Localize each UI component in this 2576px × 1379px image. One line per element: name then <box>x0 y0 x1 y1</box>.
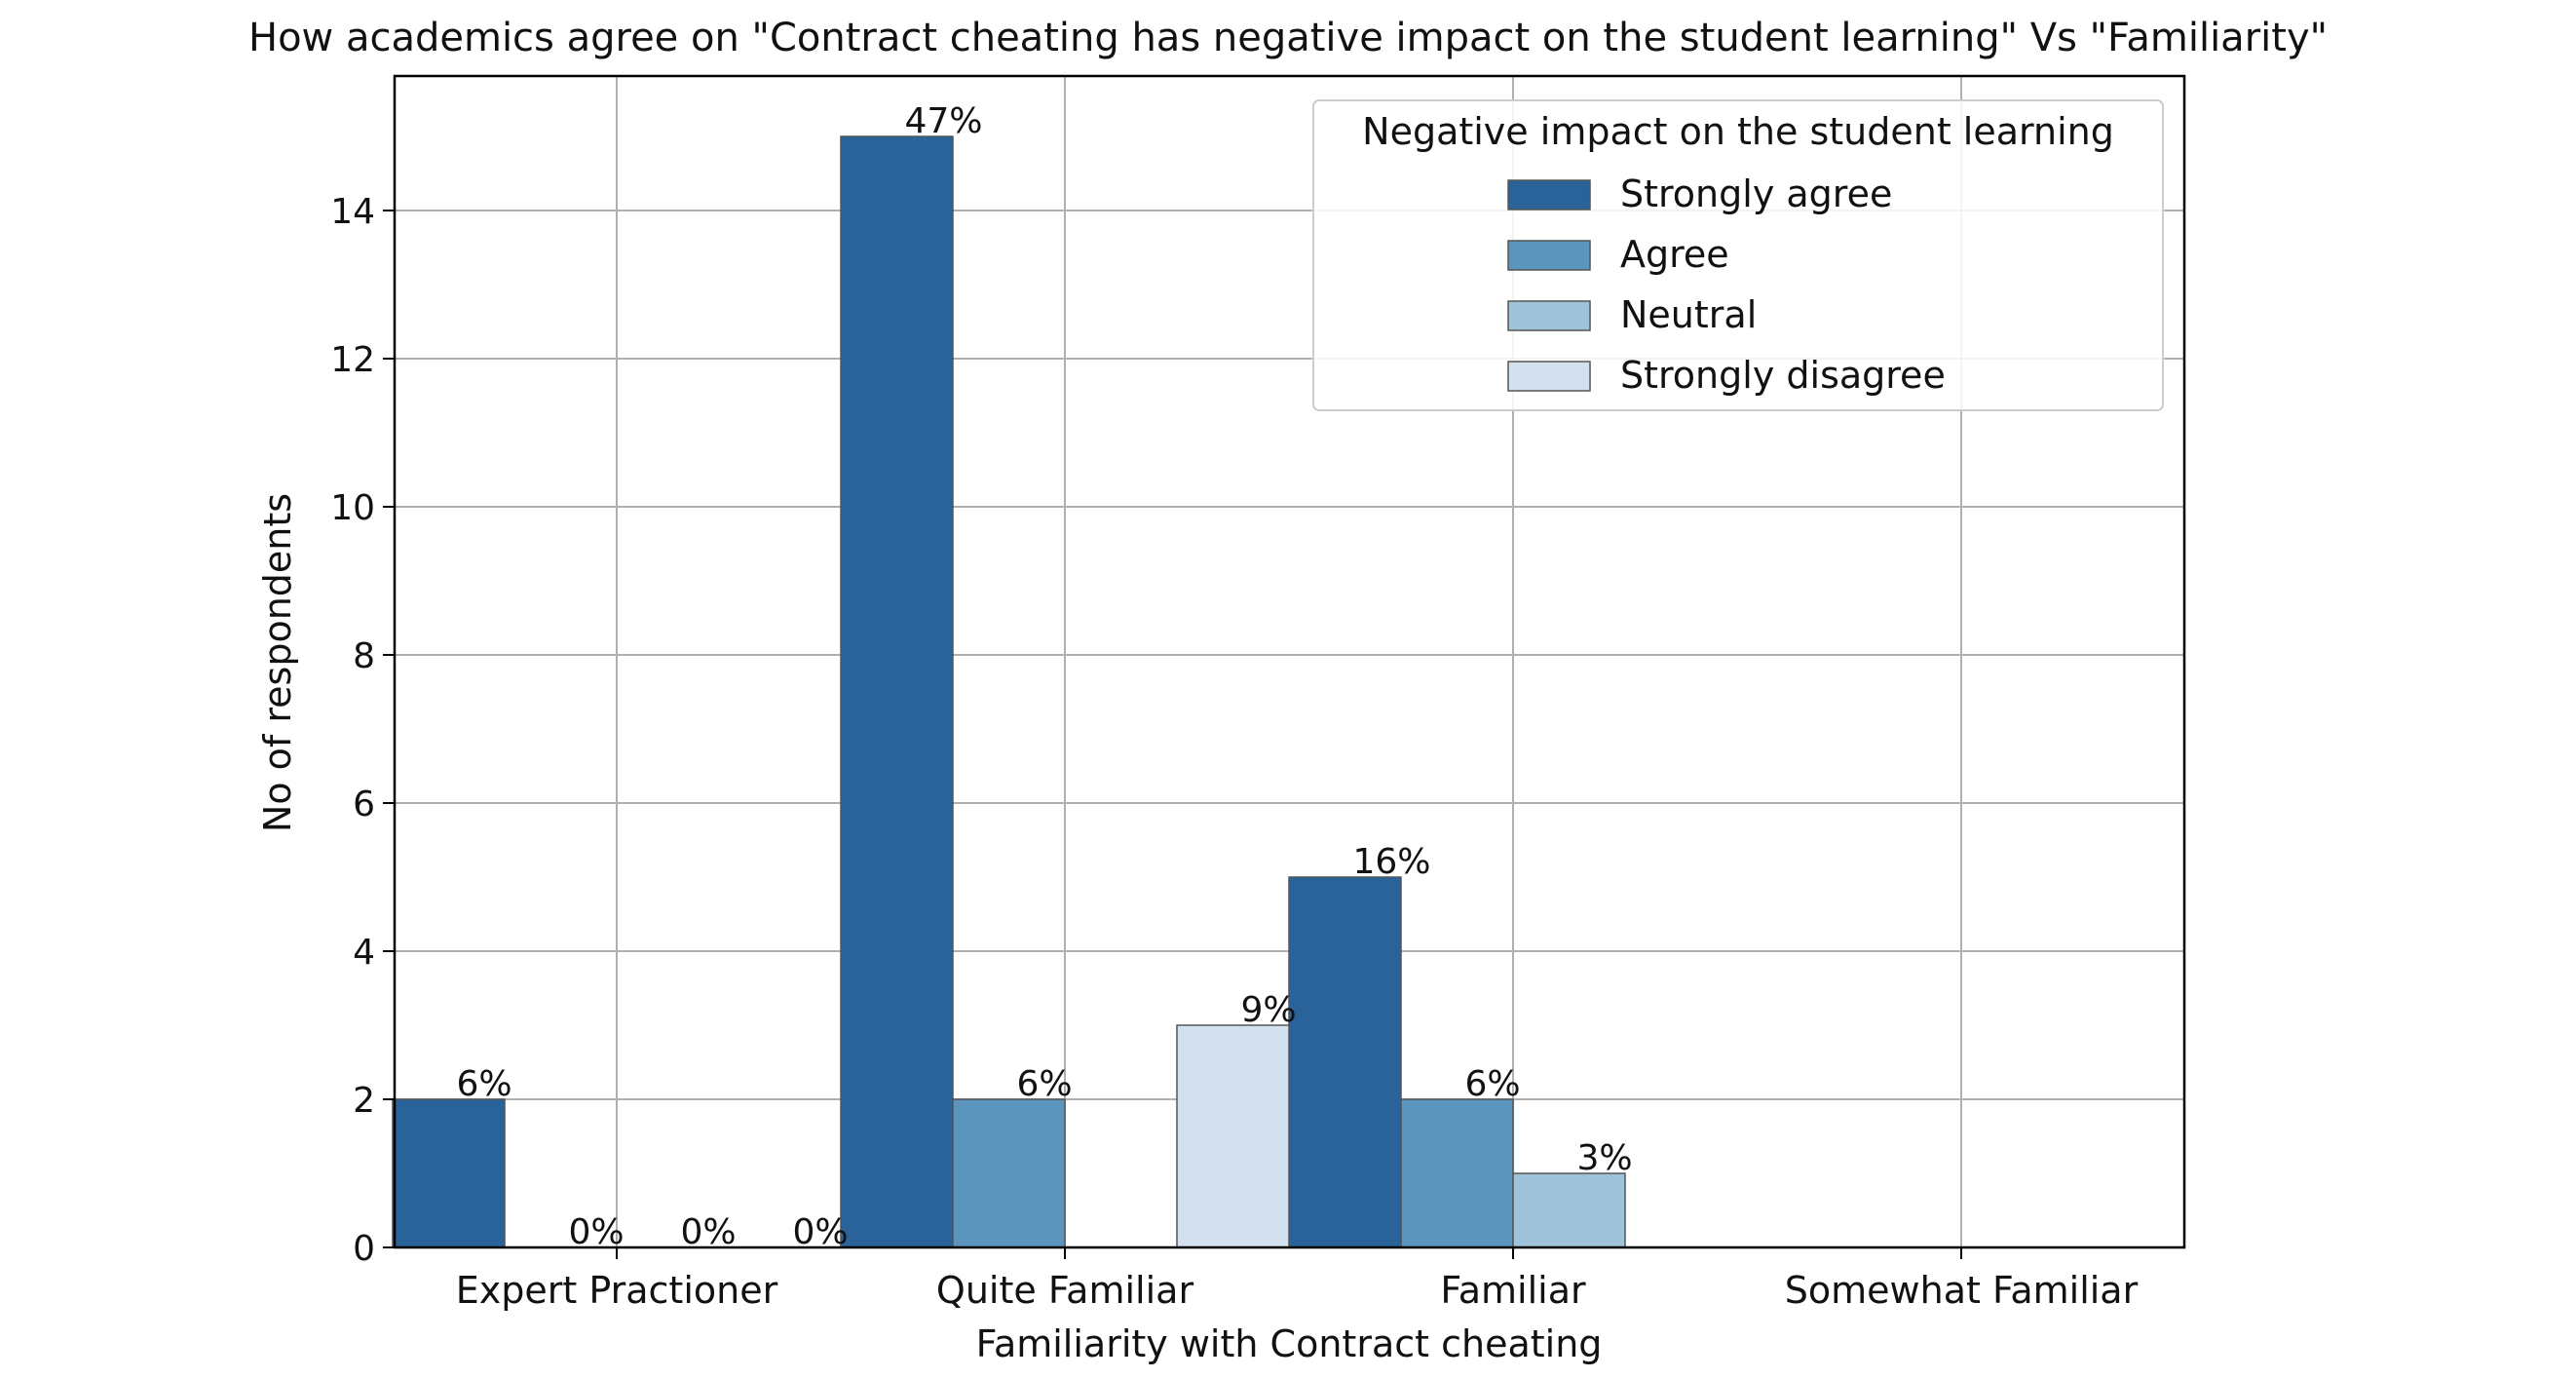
bar <box>1512 1172 1626 1248</box>
y-tick-label: 0 <box>353 1229 375 1269</box>
data-label: 16% <box>1353 842 1431 882</box>
bar <box>840 135 954 1248</box>
legend-swatch <box>1507 179 1591 211</box>
data-label: 9% <box>1241 990 1297 1030</box>
legend-entries: Strongly agree Agree Neutral Strongly disag… <box>1507 172 1946 397</box>
x-tick-label: Familiar <box>1440 1269 1586 1312</box>
legend-swatch <box>1507 361 1591 392</box>
x-tick-label: Somewhat Familiar <box>1785 1269 2139 1312</box>
legend-swatch <box>1507 300 1591 331</box>
bar <box>392 1098 506 1248</box>
legend-label: Neutral <box>1620 293 1757 336</box>
chart-title: How academics agree on "Contract cheatin… <box>248 16 2328 60</box>
plot-frame <box>393 74 2186 1249</box>
x-tick-label: Expert Practioner <box>456 1269 778 1312</box>
data-label: 6% <box>457 1064 512 1104</box>
y-tick-label: 6 <box>353 785 375 824</box>
data-label: 0% <box>793 1212 849 1252</box>
bar <box>952 1098 1066 1248</box>
y-tick-label: 12 <box>330 340 375 380</box>
legend-label: Strongly agree <box>1620 172 1892 215</box>
legend-label: Strongly disagree <box>1620 354 1946 397</box>
data-label: 47% <box>905 101 983 141</box>
y-tick-label: 2 <box>353 1081 375 1121</box>
legend-title: Negative impact on the student learning <box>1362 110 2114 153</box>
x-axis-label: Familiarity with Contract cheating <box>976 1322 1603 1365</box>
data-label: 0% <box>681 1212 737 1252</box>
bars <box>392 135 1626 1248</box>
y-axis: 0 2 4 6 8 10 12 14 <box>330 192 395 1269</box>
y-axis-label: No of respondents <box>256 493 299 832</box>
y-tick-label: 14 <box>330 192 375 232</box>
bar <box>1288 876 1402 1248</box>
bar <box>1176 1024 1290 1248</box>
data-labels: 6% 47% 16% 0% 6% 6% 0% 3% 0% 9% <box>457 101 1633 1252</box>
y-tick-label: 8 <box>353 636 375 676</box>
y-tick-label: 4 <box>353 933 375 973</box>
y-tick-label: 10 <box>330 488 375 528</box>
data-label: 6% <box>1017 1064 1073 1104</box>
legend-swatch <box>1507 240 1591 271</box>
data-label: 6% <box>1465 1064 1521 1104</box>
x-tick-label: Quite Familiar <box>936 1269 1194 1312</box>
legend-frame <box>1312 99 2164 411</box>
x-axis: Expert Practioner Quite Familiar Familiar S… <box>456 1247 2139 1312</box>
data-label: 0% <box>569 1212 625 1252</box>
legend: Negative impact on the student learning … <box>1312 99 2164 411</box>
bar <box>1400 1098 1514 1248</box>
legend-label: Agree <box>1620 233 1729 276</box>
data-label: 3% <box>1577 1138 1633 1178</box>
